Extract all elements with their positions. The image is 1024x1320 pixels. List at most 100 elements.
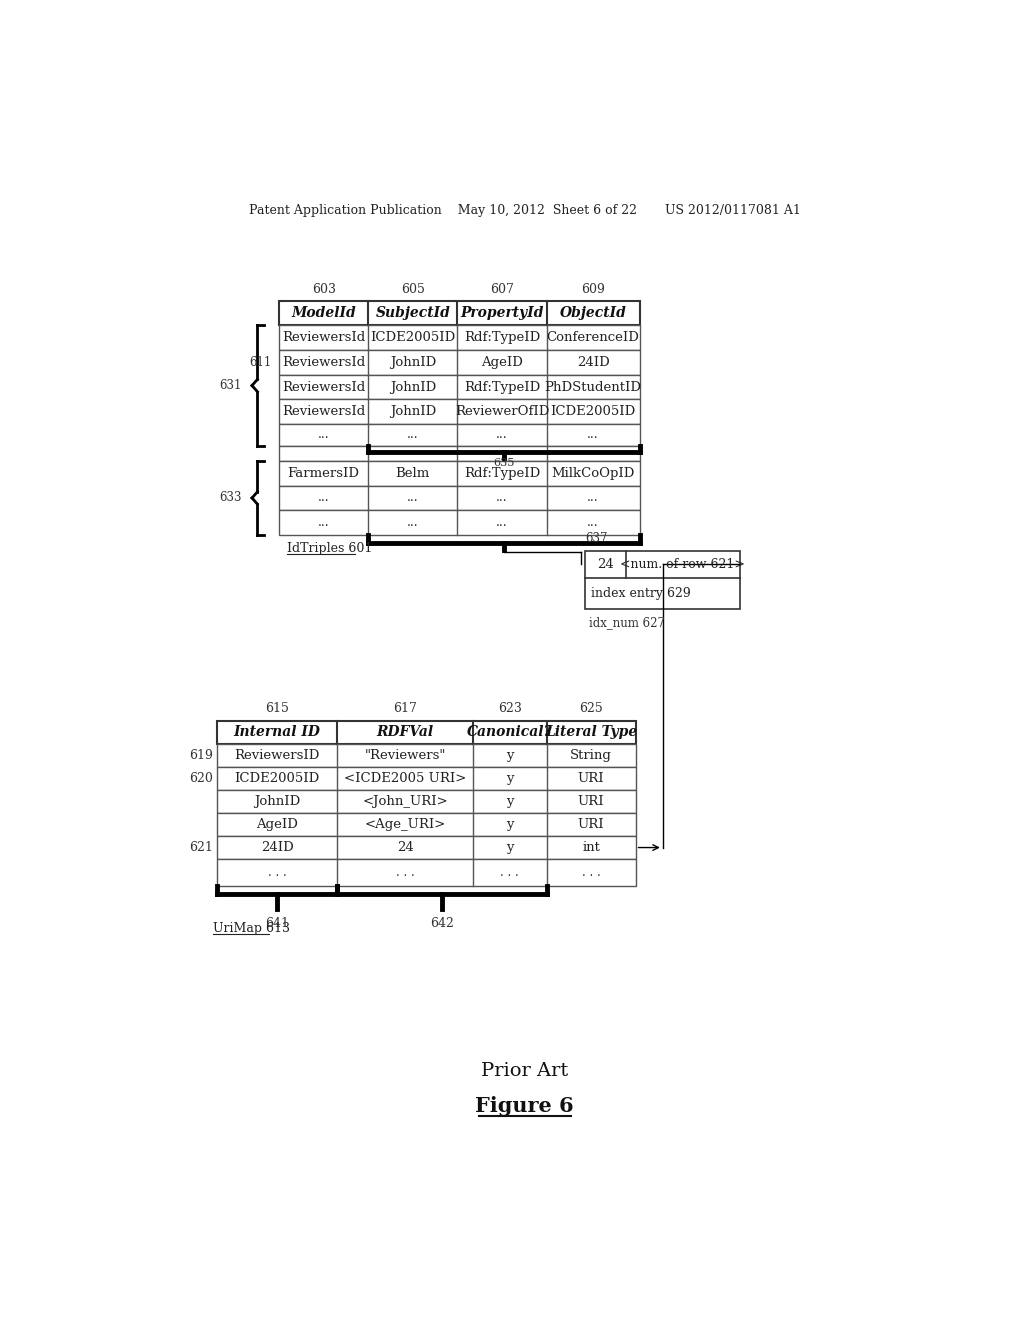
Text: 637: 637 — [586, 532, 608, 545]
Text: PropertyId: PropertyId — [460, 306, 544, 321]
FancyBboxPatch shape — [586, 552, 740, 609]
Text: 609: 609 — [581, 282, 605, 296]
FancyBboxPatch shape — [280, 461, 640, 486]
Text: <Age_URI>: <Age_URI> — [365, 818, 445, 832]
Text: ...: ... — [317, 428, 330, 441]
Text: ...: ... — [407, 516, 419, 529]
Text: UriMap 613: UriMap 613 — [213, 921, 290, 935]
Text: JohnID: JohnID — [390, 405, 436, 418]
Text: 24: 24 — [396, 841, 414, 854]
Text: Rdf:TypeID: Rdf:TypeID — [464, 467, 540, 480]
Text: ...: ... — [587, 428, 599, 441]
FancyBboxPatch shape — [217, 743, 636, 767]
Text: 620: 620 — [189, 772, 213, 785]
Text: URI: URI — [578, 772, 604, 785]
Text: Literal Type: Literal Type — [545, 725, 637, 739]
Text: 617: 617 — [393, 702, 417, 715]
Text: Prior Art: Prior Art — [481, 1061, 568, 1080]
Text: ...: ... — [317, 491, 330, 504]
Text: String: String — [570, 748, 612, 762]
Text: IdTriples 601: IdTriples 601 — [287, 543, 373, 556]
FancyBboxPatch shape — [217, 859, 636, 886]
Text: 623: 623 — [498, 702, 521, 715]
Text: ...: ... — [407, 428, 419, 441]
Text: ICDE2005ID: ICDE2005ID — [234, 772, 319, 785]
FancyBboxPatch shape — [280, 511, 640, 535]
Text: ReviewersID: ReviewersID — [234, 748, 319, 762]
Text: 615: 615 — [265, 702, 289, 715]
Text: ...: ... — [496, 491, 508, 504]
Text: ReviewersId: ReviewersId — [282, 380, 366, 393]
Text: index entry 629: index entry 629 — [592, 587, 691, 601]
Text: Rdf:TypeID: Rdf:TypeID — [464, 331, 540, 345]
Text: URI: URI — [578, 818, 604, 832]
Text: <ICDE2005 URI>: <ICDE2005 URI> — [344, 772, 466, 785]
Text: AgeID: AgeID — [481, 356, 523, 370]
Text: FarmersID: FarmersID — [288, 467, 359, 480]
Text: 625: 625 — [580, 702, 603, 715]
Text: 603: 603 — [311, 282, 336, 296]
Text: JohnID: JohnID — [390, 380, 436, 393]
FancyBboxPatch shape — [217, 813, 636, 836]
Text: ICDE2005ID: ICDE2005ID — [371, 331, 456, 345]
Text: ConferenceID: ConferenceID — [547, 331, 639, 345]
Text: PhDStudentID: PhDStudentID — [545, 380, 641, 393]
Text: . . .: . . . — [582, 866, 600, 879]
FancyBboxPatch shape — [280, 375, 640, 400]
Text: 621: 621 — [189, 841, 213, 854]
Text: JohnID: JohnID — [254, 795, 300, 808]
Text: 619: 619 — [189, 748, 213, 762]
Text: ...: ... — [407, 491, 419, 504]
Text: ReviewersId: ReviewersId — [282, 356, 366, 370]
FancyBboxPatch shape — [280, 400, 640, 424]
Text: y: y — [506, 795, 513, 808]
FancyBboxPatch shape — [280, 446, 640, 461]
FancyBboxPatch shape — [280, 424, 640, 446]
FancyBboxPatch shape — [217, 789, 636, 813]
Text: Internal ID: Internal ID — [233, 725, 321, 739]
FancyBboxPatch shape — [217, 721, 636, 743]
Text: Canonical?: Canonical? — [467, 725, 553, 739]
Text: ICDE2005ID: ICDE2005ID — [550, 405, 636, 418]
Text: ReviewersId: ReviewersId — [282, 331, 366, 345]
Text: ...: ... — [587, 516, 599, 529]
Text: 633: 633 — [219, 491, 242, 504]
Text: ...: ... — [587, 491, 599, 504]
Text: 635: 635 — [494, 458, 515, 467]
Text: MilkCoOpID: MilkCoOpID — [551, 467, 635, 480]
Text: ReviewerOfID: ReviewerOfID — [455, 405, 549, 418]
Text: Figure 6: Figure 6 — [475, 1096, 574, 1115]
Text: 642: 642 — [430, 917, 454, 929]
Text: 641: 641 — [265, 917, 289, 929]
Text: 607: 607 — [490, 282, 514, 296]
FancyBboxPatch shape — [217, 836, 636, 859]
Text: ObjectId: ObjectId — [559, 306, 627, 321]
FancyBboxPatch shape — [280, 486, 640, 511]
FancyBboxPatch shape — [280, 301, 640, 326]
Text: Belm: Belm — [395, 467, 430, 480]
Text: ModelId: ModelId — [291, 306, 356, 321]
Text: <num. of row 621>: <num. of row 621> — [621, 557, 745, 570]
FancyBboxPatch shape — [280, 350, 640, 375]
Text: ...: ... — [496, 428, 508, 441]
Text: 611: 611 — [249, 356, 271, 370]
Text: "Reviewers": "Reviewers" — [365, 748, 445, 762]
Text: 24ID: 24ID — [577, 356, 609, 370]
Text: SubjectId: SubjectId — [376, 306, 451, 321]
Text: ReviewersId: ReviewersId — [282, 405, 366, 418]
Text: 24ID: 24ID — [261, 841, 294, 854]
Text: ...: ... — [317, 516, 330, 529]
Text: idx_num 627: idx_num 627 — [589, 616, 666, 630]
Text: URI: URI — [578, 795, 604, 808]
Text: . . .: . . . — [395, 866, 415, 879]
Text: 24: 24 — [597, 557, 613, 570]
Text: int: int — [582, 841, 600, 854]
Text: Rdf:TypeID: Rdf:TypeID — [464, 380, 540, 393]
Text: JohnID: JohnID — [390, 356, 436, 370]
Text: y: y — [506, 772, 513, 785]
FancyBboxPatch shape — [280, 326, 640, 350]
Text: 631: 631 — [219, 379, 242, 392]
Text: y: y — [506, 748, 513, 762]
Text: y: y — [506, 818, 513, 832]
FancyBboxPatch shape — [217, 767, 636, 789]
